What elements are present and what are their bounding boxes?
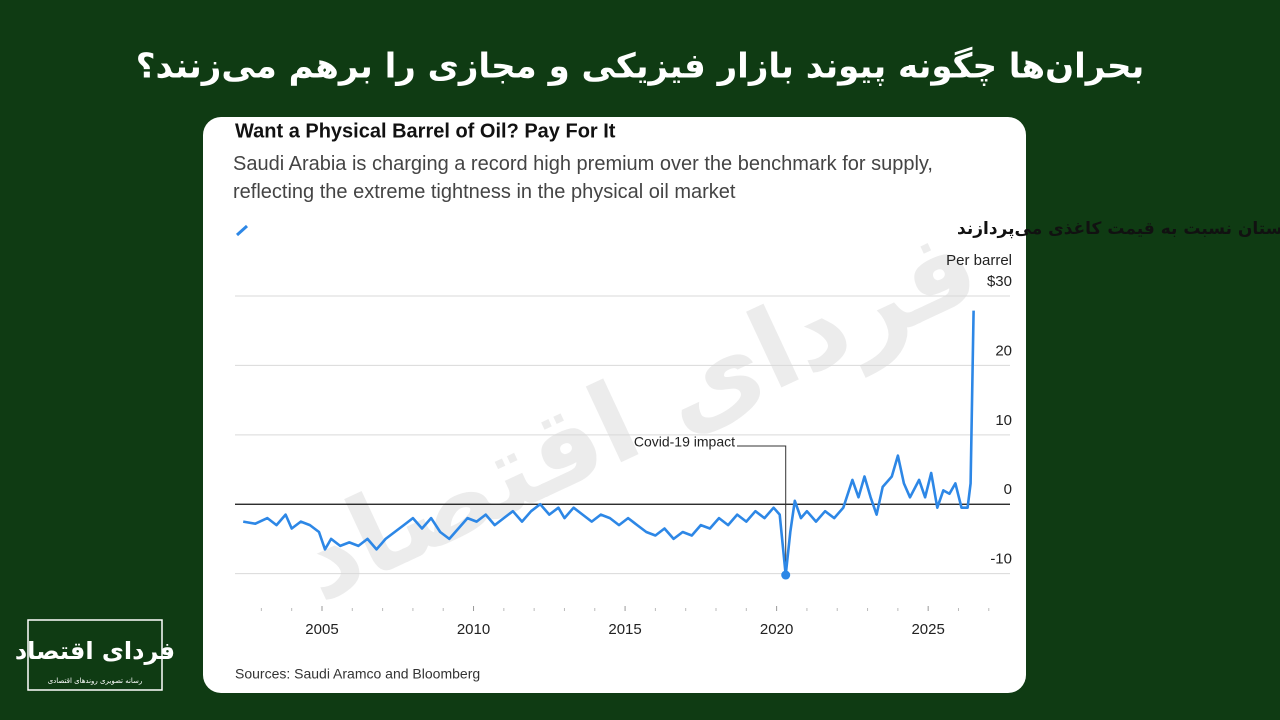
- y-tick-label: 20: [995, 342, 1012, 359]
- legend-swatch: [235, 224, 249, 237]
- x-tick-label: 2020: [760, 621, 793, 638]
- chart-subtitle: Saudi Arabia is charging a record high p…: [233, 153, 933, 203]
- x-tick-label: 2010: [457, 621, 490, 638]
- x-tick-label: 2015: [608, 621, 641, 638]
- x-tick-label: 2025: [911, 621, 944, 638]
- y-tick-label: $30: [987, 273, 1012, 290]
- chart-card: [203, 117, 1026, 693]
- x-tick-label: 2005: [305, 621, 338, 638]
- logo-box: [27, 619, 163, 691]
- page-title: بحران‌ها چگونه پیوند بازار فیزیکی و مجاز…: [136, 47, 1144, 87]
- source: Sources: Saudi Aramco and Bloomberg: [235, 666, 480, 682]
- logo-name: فردای اقتصاد: [15, 637, 175, 665]
- y-tick-label: 10: [995, 412, 1012, 429]
- legend-label: پریمیومی که خریداران واقعی نفت عربستان ن…: [957, 219, 1280, 239]
- y-axis-label: Per barrel: [946, 252, 1012, 269]
- annotation-point: [781, 570, 791, 580]
- series-line: [242, 310, 975, 577]
- logo-tagline: رسانه تصویری روندهای اقتصادی: [48, 677, 143, 685]
- y-tick-label: 0: [1004, 481, 1012, 498]
- annotation-leader: [737, 445, 787, 576]
- subtitle-box: Saudi Arabia is charging a record high p…: [233, 153, 933, 203]
- chart-title: Want a Physical Barrel of Oil? Pay For I…: [235, 120, 616, 142]
- y-tick-label: -10: [990, 551, 1012, 568]
- annotation: Covid-19 impact: [634, 434, 735, 450]
